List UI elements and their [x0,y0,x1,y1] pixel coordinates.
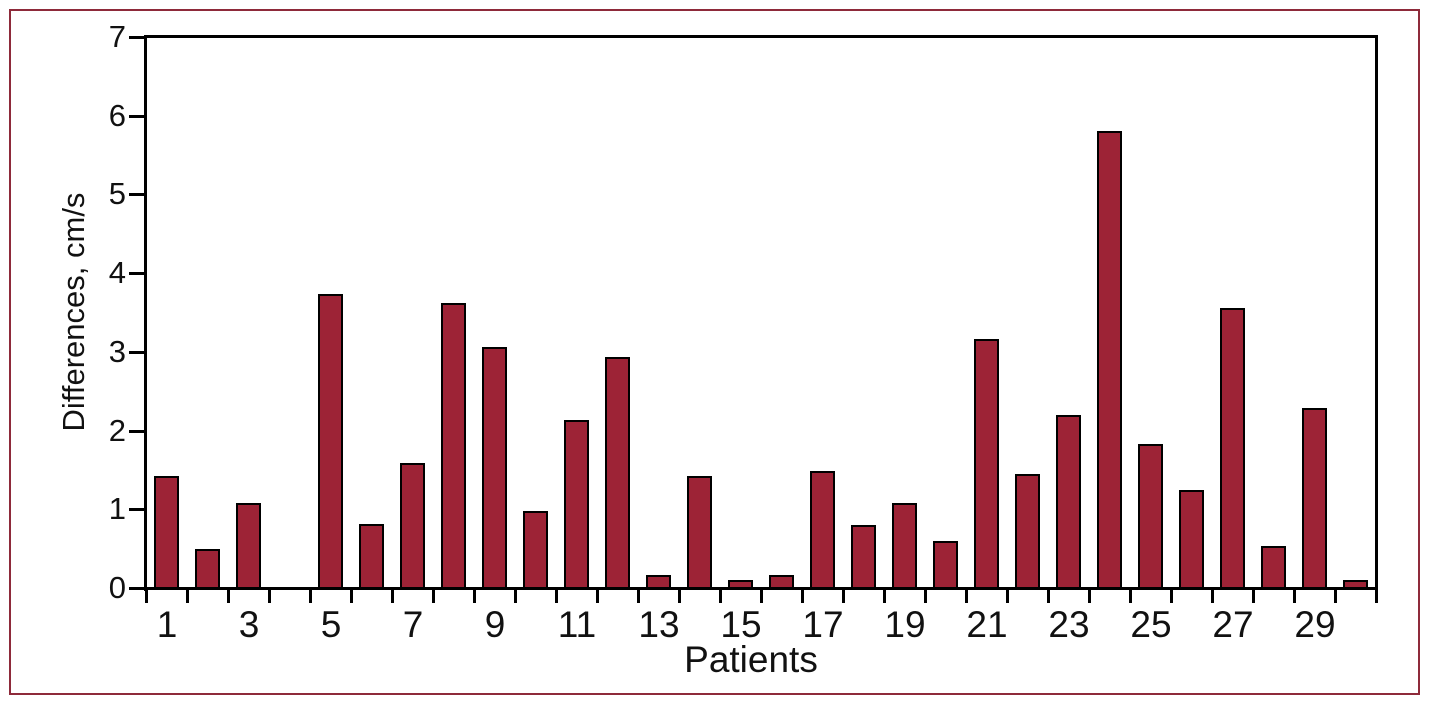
bar [810,471,835,590]
x-tick [1252,590,1255,603]
x-tick [678,590,681,603]
x-tick-label: 3 [238,604,260,645]
bar [400,463,425,590]
y-tick-label: 0 [108,570,126,605]
bar [1138,444,1163,590]
x-tick-label: 9 [484,604,506,645]
x-tick [719,590,722,603]
x-tick-label: 1 [156,604,178,645]
x-tick-label: 11 [557,604,597,645]
y-tick-label: 6 [108,98,126,133]
y-tick-label: 7 [108,19,126,54]
y-axis-line [144,35,147,591]
x-axis-line [144,587,1378,590]
x-tick [637,590,640,603]
x-tick [555,590,558,603]
bar [523,511,548,590]
x-tick-label: 23 [1048,604,1090,645]
figure-border [9,9,1420,695]
x-tick [391,590,394,603]
x-tick [309,590,312,603]
bar [482,347,507,590]
x-tick [965,590,968,603]
y-tick-label: 1 [108,491,126,526]
x-tick [842,590,845,603]
x-tick-label: 5 [320,604,342,645]
x-tick [514,590,517,603]
bar [1097,131,1122,590]
bar [195,549,220,590]
x-tick-label: 15 [720,604,762,645]
y-tick [129,36,144,39]
x-tick-label: 21 [966,604,1008,645]
x-tick [432,590,435,603]
x-tick-label: 27 [1212,604,1254,645]
x-tick [883,590,886,603]
bar [933,541,958,590]
x-tick-label: 25 [1130,604,1172,645]
y-tick-label: 4 [108,255,126,290]
x-tick [596,590,599,603]
y-tick [129,508,144,511]
bar [318,294,343,590]
bar [564,420,589,590]
bar [1179,490,1204,590]
x-tick [1375,590,1378,603]
x-tick [801,590,804,603]
x-tick [1293,590,1296,603]
y-tick [129,115,144,118]
x-tick [227,590,230,603]
x-tick [1006,590,1009,603]
x-tick [186,590,189,603]
plot-frame-top [144,35,1378,38]
x-tick [473,590,476,603]
y-tick-label: 2 [108,413,126,448]
bar [1220,308,1245,590]
x-tick [1211,590,1214,603]
bar [441,303,466,590]
x-tick [1088,590,1091,603]
x-axis-title: Patients [684,639,818,680]
bar [1261,546,1286,590]
x-tick-label: 29 [1294,604,1336,645]
y-tick [129,272,144,275]
x-tick [1129,590,1132,603]
x-tick [268,590,271,603]
x-tick-label: 13 [638,604,680,645]
x-tick [350,590,353,603]
y-tick [129,430,144,433]
bar [1302,408,1327,590]
bar [359,524,384,590]
x-tick [924,590,927,603]
x-tick [760,590,763,603]
bar [1015,474,1040,590]
y-tick-label: 3 [108,334,126,369]
x-tick [1334,590,1337,603]
bar [892,503,917,590]
y-tick [129,587,144,590]
bar [605,357,630,590]
bar [1056,415,1081,590]
x-tick-label: 7 [402,604,424,645]
x-tick [1047,590,1050,603]
y-tick-label: 5 [108,176,126,211]
bar [974,339,999,590]
bar [154,476,179,590]
x-tick [145,590,148,603]
bar [851,525,876,590]
x-tick-label: 19 [884,604,926,645]
x-tick [1170,590,1173,603]
x-tick-label: 17 [802,604,844,645]
y-tick [129,351,144,354]
bar [236,503,261,590]
bar [687,476,712,590]
plot-frame-right [1375,35,1378,591]
y-tick [129,193,144,196]
